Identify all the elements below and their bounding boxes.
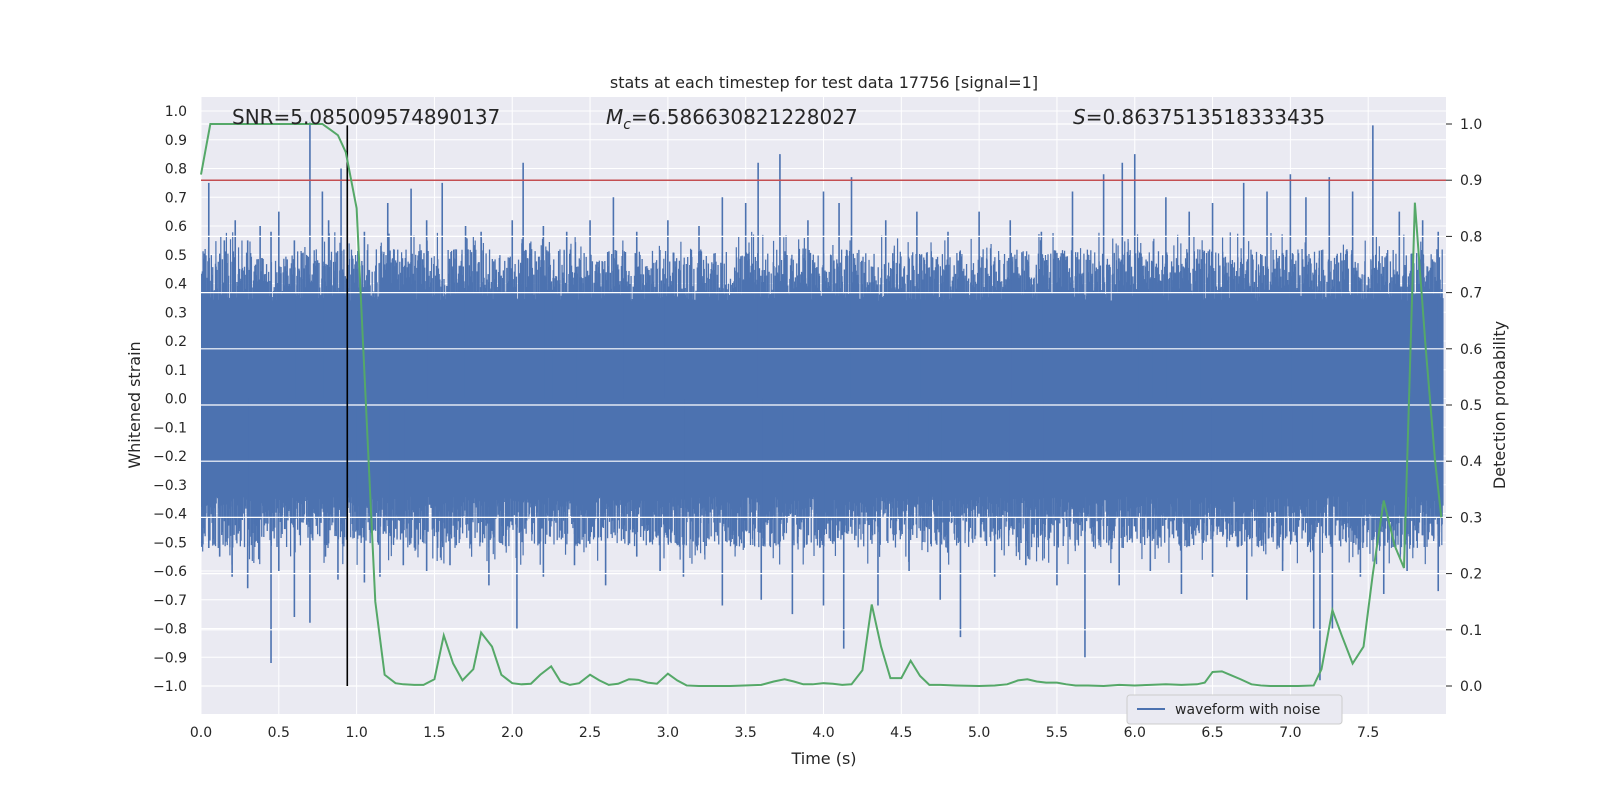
y-left-tick-label: −1.0	[153, 679, 187, 695]
chart-title: stats at each timestep for test data 177…	[610, 73, 1038, 92]
legend: waveform with noise	[1126, 694, 1343, 725]
x-tick-label: 1.5	[423, 725, 445, 741]
y-left-tick-label: 0.3	[165, 305, 187, 321]
x-axis-label: Time (s)	[790, 749, 856, 768]
y-right-tick-label: 0.3	[1460, 510, 1482, 526]
y-left-tick-label: −0.9	[153, 650, 187, 666]
y-right-axis-label: Detection probability	[1490, 321, 1509, 489]
x-axis-ticks: 0.0 0.5 1.0 1.5 2.0 2.5 3.0 3.5 4.0 4.5 5.0 5.5 6.0 6…	[190, 725, 1379, 741]
x-tick-label: 6.5	[1201, 725, 1223, 741]
x-tick-label: 0.0	[190, 725, 212, 741]
y-left-tick-label: 0.1	[165, 363, 187, 379]
score-symbol: S	[1073, 105, 1086, 129]
snr-annotation: SNR=5.085009574890137	[232, 105, 500, 129]
y-left-tick-label: 0.0	[165, 392, 187, 408]
y-left-tick-label: −0.6	[153, 564, 187, 580]
y-left-tick-label: 0.6	[165, 219, 187, 235]
chirp-mass-symbol: M	[606, 105, 623, 129]
y-right-axis-ticks: 1.0 0.9 0.8 0.7 0.6 0.5 0.4 0.3 0.2 0.1 0.0	[1446, 117, 1482, 695]
x-tick-label: 0.5	[268, 725, 290, 741]
y-left-tick-label: −0.1	[153, 420, 187, 436]
y-left-tick-label: 0.7	[165, 190, 187, 206]
x-tick-label: 7.0	[1279, 725, 1301, 741]
chirp-mass-subscript: c	[623, 117, 631, 133]
y-right-tick-label: 0.1	[1460, 623, 1482, 639]
y-right-tick-label: 0.4	[1460, 454, 1482, 470]
y-right-tick-label: 1.0	[1460, 117, 1482, 133]
y-left-tick-label: 0.8	[165, 162, 187, 178]
legend-label-waveform: waveform with noise	[1175, 702, 1320, 718]
score-value: =0.8637513518333435	[1086, 105, 1325, 129]
y-left-tick-label: 0.2	[165, 334, 187, 350]
y-left-tick-label: 1.0	[165, 104, 187, 120]
x-tick-label: 7.5	[1357, 725, 1379, 741]
x-tick-label: 1.0	[345, 725, 367, 741]
y-right-tick-label: 0.7	[1460, 286, 1482, 302]
x-tick-label: 3.5	[735, 725, 757, 741]
detection-probability-line	[200, 123, 1443, 688]
y-left-tick-label: −0.2	[153, 449, 187, 465]
x-tick-label: 4.0	[812, 725, 834, 741]
x-tick-label: 5.0	[968, 725, 990, 741]
x-tick-label: 2.0	[501, 725, 523, 741]
y-right-tick-label: 0.8	[1460, 229, 1482, 245]
x-tick-label: 4.5	[890, 725, 912, 741]
y-left-tick-label: 0.9	[165, 133, 187, 149]
chirp-mass-value: =6.586630821228027	[631, 105, 858, 129]
y-right-tick-label: 0.9	[1460, 173, 1482, 189]
legend-box	[1126, 694, 1343, 725]
y-right-tick-label: 0.6	[1460, 342, 1482, 358]
y-left-tick-label: −0.3	[153, 478, 187, 494]
y-left-axis-ticks: 1.0 0.9 0.8 0.7 0.6 0.5 0.4 0.3 0.2 0.1 0.0 −0.1 −0.…	[153, 104, 187, 695]
y-left-tick-label: −0.4	[153, 507, 187, 523]
y-right-tick-label: 0.2	[1460, 567, 1482, 583]
x-tick-label: 6.0	[1124, 725, 1146, 741]
x-tick-label: 5.5	[1046, 725, 1068, 741]
y-right-tick-label: 0.5	[1460, 398, 1482, 414]
overlay-layer	[200, 123, 1446, 688]
y-left-axis-label: Whitened strain	[125, 341, 144, 468]
y-right-tick-label: 0.0	[1460, 679, 1482, 695]
y-left-tick-label: −0.7	[153, 593, 187, 609]
y-left-tick-label: −0.8	[153, 622, 187, 638]
x-tick-label: 3.0	[657, 725, 679, 741]
score-annotation: S=0.8637513518333435	[1073, 105, 1325, 129]
y-left-tick-label: 0.5	[165, 248, 187, 264]
x-tick-label: 2.5	[579, 725, 601, 741]
y-left-tick-label: −0.5	[153, 535, 187, 551]
chirp-mass-annotation: Mc=6.586630821228027	[606, 105, 858, 133]
y-left-tick-label: 0.4	[165, 277, 187, 293]
